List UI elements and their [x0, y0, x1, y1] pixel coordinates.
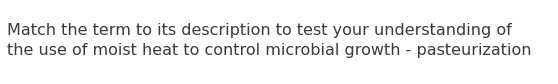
- Text: Match the term to its description to test your understanding of
the use of moist: Match the term to its description to tes…: [7, 23, 531, 58]
